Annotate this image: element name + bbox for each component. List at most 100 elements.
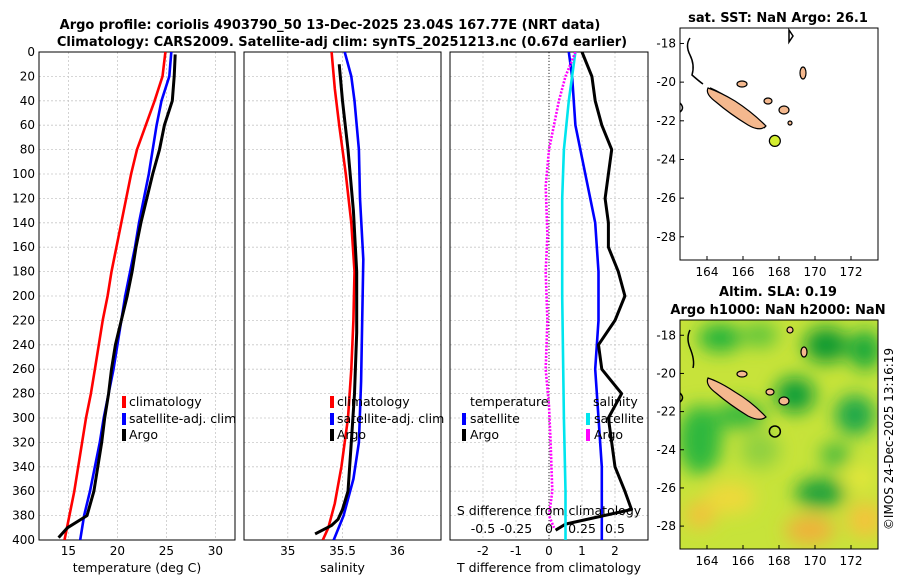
legend-label-argo: Argo [337,427,366,442]
series-group [314,52,365,540]
map-y-tick-label: -20 [656,75,676,89]
plot-frame [38,51,236,541]
y-tick-label: 140 [12,216,35,230]
sla-high-anomaly [785,516,835,544]
coastline [687,329,695,369]
x-axis-label: T difference from climatology [456,560,642,575]
y-tick-label: 400 [12,533,35,547]
map-y-tick-label: -26 [656,481,676,495]
secondary-x-tick-label: 0 [545,521,553,536]
map-y-tick-label: -28 [656,519,676,533]
y-tick-label: 160 [12,240,35,254]
legend-label-satellite-s: satellite [594,411,644,426]
legend-title-temperature: temperature [470,394,549,409]
x-tick-label: 25 [159,544,174,558]
coastline [686,37,704,85]
x-axis-label: temperature (deg C) [73,560,202,575]
y-tick-label: 200 [12,289,35,303]
legend-swatch-argo [330,429,334,441]
map-y-tick-label: -18 [656,36,676,50]
series-group [57,52,177,540]
series-line-argo-s [544,52,577,529]
argo-float-marker [768,134,781,148]
salinity-panel: 35 35.5 36 salinity [243,51,442,575]
new-caledonia-land [706,87,767,130]
map-x-tick-label: 166 [732,265,755,279]
y-tick-label: 360 [12,484,35,498]
secondary-x-tick-label: 0.25 [568,521,596,536]
x-tick-label: 35 [280,544,295,558]
loyalty-island-land [736,370,748,378]
series-line-argo [57,54,177,539]
loyalty-island-land [778,105,790,115]
vanuatu-island-land [799,66,807,80]
y-tick-label: 180 [12,265,35,279]
x-tick-label: -2 [477,544,489,558]
x-tick-label: -1 [510,544,522,558]
loyalty-island-land [763,97,773,105]
temperature-legend: climatology satellite-adj. clim Argo [122,394,236,442]
y-tick-label: 60 [20,118,35,132]
sla-map-coastlines [680,329,695,403]
sla-high-anomaly [847,502,878,538]
x-tick-label: 15 [61,544,76,558]
y-tick-label: 40 [20,94,35,108]
sla-low-anomaly [698,324,742,352]
y-tick-label: 80 [20,143,35,157]
argo-float-marker [768,425,782,438]
x-tick-label: 36 [390,544,405,558]
legend-label-satellite-t: satellite [470,411,520,426]
island-land [786,326,794,334]
figure-title-line1: Argo profile: coriolis 4903790_50 13-Dec… [60,18,601,33]
difference-legend: temperature satellite Argo salinity sate… [462,394,644,442]
sla-high-anomaly [846,466,874,490]
series-line-satellite-adj-clim [332,52,365,540]
loyalty-island-land [765,388,775,396]
y-tick-label: 380 [12,509,35,523]
coastline [679,102,684,113]
map-x-tick-label: 168 [768,554,791,568]
map-x-tick-label: 164 [696,265,719,279]
map-y-tick-label: -18 [656,328,676,342]
x-tick-label: 20 [110,544,125,558]
x-tick-label: 2 [611,544,619,558]
map-x-tick-label: 168 [768,265,791,279]
series-line-satellite-t [567,52,604,540]
map-y-tick-label: -22 [656,114,676,128]
legend-label-satellite: satellite-adj. clim [337,411,444,426]
y-tick-label: 280 [12,387,35,401]
secondary-x-axis-label: S difference from climatology [457,503,642,518]
new-caledonia-land [706,377,767,420]
map-y-tick-label: -20 [656,366,676,380]
legend-label-argo-s: Argo [594,427,623,442]
sla-field-blobs [680,323,878,544]
legend-swatch-satellite-t [462,413,466,425]
figure-title-line2: Climatology: CARS2009. Satellite-adj cli… [57,35,627,50]
map-y-tick-label: -28 [656,230,676,244]
sla-high-anomaly [685,501,715,529]
map-x-tick-label: 166 [732,554,755,568]
sla-low-anomaly [795,478,845,508]
series-line-argo-t [554,52,633,532]
sla-heatmap [680,320,878,549]
island-land [787,120,793,126]
secondary-x-tick-label: -0.5 [471,521,495,536]
legend-swatch-satellite [330,413,334,425]
vanuatu-island-land [800,346,808,358]
plot-frame [243,51,442,541]
sst-map-panel: sat. SST: NaN Argo: 26.1 164 166 168 170 172… [656,11,879,279]
secondary-x-tick-label: 0.5 [605,521,625,536]
series-line-satellite-adj-clim [78,52,173,540]
map-x-tick-label: 172 [840,554,863,568]
plot-frame [449,51,649,541]
coastline [680,392,684,403]
difference-panel: -2 -1 0 1 2 T difference from climatology S di… [449,51,649,575]
sla-low-anomaly [804,327,848,363]
secondary-x-tick-label: -0.25 [500,521,532,536]
sla-map-title-line2: Argo h1000: NaN h2000: NaN [670,303,885,318]
legend-title-salinity: salinity [593,394,638,409]
y-tick-label: 0 [27,45,35,59]
y-tick-label: 220 [12,313,35,327]
series-line-climatology [321,52,356,540]
